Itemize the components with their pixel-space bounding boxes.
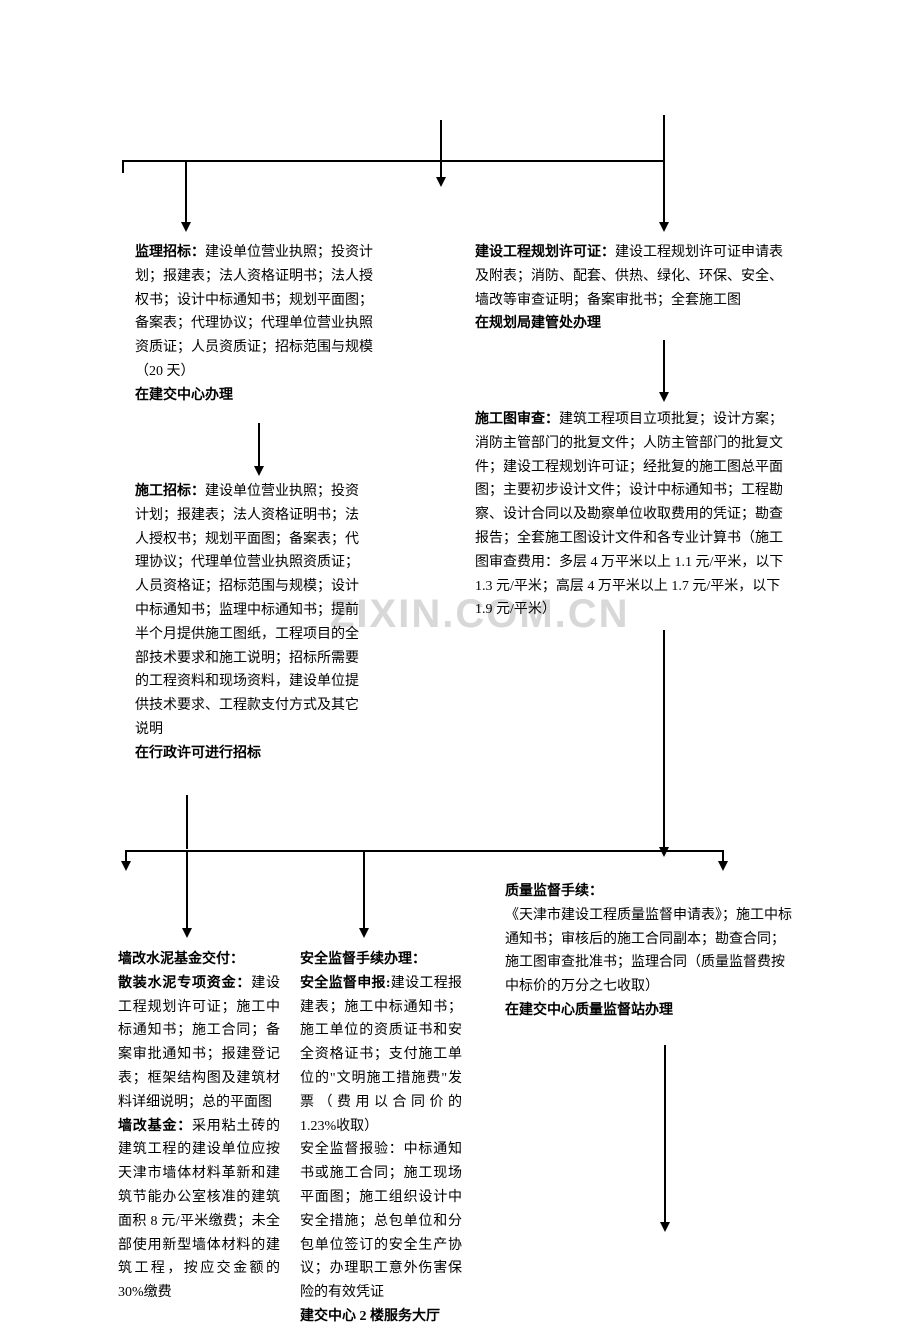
block-supervision-bidding: 监理招标：建设单位营业执照；投资计划；报建表；法人资格证明书；法人授权书；设计中… bbox=[135, 241, 380, 408]
arrow-icon bbox=[659, 847, 669, 857]
arrow-icon bbox=[182, 928, 192, 938]
block-wall-cement-fund: 墙改水泥基金交付： 散装水泥专项资金：建设工程规划许可证；施工中标通知书；施工合… bbox=[118, 948, 280, 1305]
block3-body: 建筑工程项目立项批复；设计方案；消防主管部门的批复文件；人防主管部门的批复文件；… bbox=[475, 412, 783, 617]
block4-title: 施工招标： bbox=[135, 484, 205, 499]
flow-line bbox=[664, 1045, 666, 1225]
block-safety-supervision: 安全监督手续办理： 安全监督申报:建设工程报建表；施工中标通知书；施工单位的资质… bbox=[300, 948, 462, 1329]
block-construction-drawing-review: 施工图审查：建筑工程项目立项批复；设计方案；消防主管部门的批复文件；人防主管部门… bbox=[475, 408, 785, 622]
block7-footer: 在建交中心质量监督站办理 bbox=[505, 999, 795, 1023]
flow-line bbox=[663, 630, 665, 850]
arrow-icon bbox=[659, 392, 669, 402]
block7-title: 质量监督手续： bbox=[505, 880, 795, 904]
block5-body1: 建设工程规划许可证；施工中标通知书；施工合同；备案审批通知书；报建登记表；框架结… bbox=[118, 976, 280, 1110]
block-quality-supervision: 质量监督手续： 《天津市建设工程质量监督申请表》；施工中标通知书；审核后的施工合… bbox=[505, 880, 795, 1023]
block3-title: 施工图审查： bbox=[475, 412, 559, 427]
flow-line bbox=[185, 161, 187, 224]
arrow-icon bbox=[436, 177, 446, 187]
block5-body2: 采用粘土砖的建筑工程的建设单位应按天津市墙体材料革新和建筑节能办公室核准的建筑面… bbox=[118, 1119, 280, 1301]
flow-line bbox=[122, 160, 664, 162]
arrow-icon bbox=[660, 1222, 670, 1232]
arrow-icon bbox=[718, 861, 728, 871]
block7-body: 《天津市建设工程质量监督申请表》；施工中标通知书；审核后的施工合同副本；勘查合同… bbox=[505, 904, 795, 999]
flow-line bbox=[186, 795, 188, 849]
block4-body: 建设单位营业执照；投资计划；报建表；法人资格证明书；法人授权书；规划平面图；备案… bbox=[135, 484, 359, 737]
block5-title: 墙改水泥基金交付： bbox=[118, 948, 280, 972]
block6-title: 安全监督手续办理： bbox=[300, 948, 462, 972]
block6-body2: 安全监督报验：中标通知书或施工合同；施工现场平面图；施工组织设计中安全措施；总包… bbox=[300, 1138, 462, 1305]
block1-body: 建设单位营业执照；投资计划；报建表；法人资格证明书；法人授权书；设计中标通知书；… bbox=[135, 245, 373, 379]
block1-title: 监理招标： bbox=[135, 245, 205, 260]
block5-sub2: 墙改基金： bbox=[118, 1119, 192, 1134]
block2-title: 建设工程规划许可证： bbox=[475, 245, 615, 260]
block-construction-bidding: 施工招标：建设单位营业执照；投资计划；报建表；法人资格证明书；法人授权书；规划平… bbox=[135, 480, 365, 766]
block6-sub1: 安全监督申报: bbox=[300, 976, 390, 991]
block1-footer: 在建交中心办理 bbox=[135, 384, 380, 408]
block6-footer: 建交中心 2 楼服务大厅 bbox=[300, 1305, 462, 1329]
flow-line bbox=[122, 161, 124, 173]
arrow-icon bbox=[254, 466, 264, 476]
flow-line bbox=[363, 851, 365, 931]
arrow-icon bbox=[359, 928, 369, 938]
flow-line bbox=[186, 851, 188, 931]
flow-line bbox=[440, 120, 442, 180]
block5-sub1: 散装水泥专项资金： bbox=[118, 976, 251, 991]
arrow-icon bbox=[121, 861, 131, 871]
flow-line bbox=[663, 115, 665, 225]
flow-line bbox=[663, 340, 665, 395]
block6-body1: 建设工程报建表；施工中标通知书；施工单位的资质证书和安全资格证书；支付施工单位的… bbox=[300, 976, 462, 1134]
flow-line bbox=[258, 423, 260, 469]
block2-footer: 在规划局建管处办理 bbox=[475, 312, 785, 336]
flow-line bbox=[125, 850, 723, 852]
block4-footer: 在行政许可进行招标 bbox=[135, 742, 365, 766]
arrow-icon bbox=[181, 222, 191, 232]
arrow-icon bbox=[659, 222, 669, 232]
block-planning-permit: 建设工程规划许可证：建设工程规划许可证申请表及附表；消防、配套、供热、绿化、环保… bbox=[475, 241, 785, 336]
